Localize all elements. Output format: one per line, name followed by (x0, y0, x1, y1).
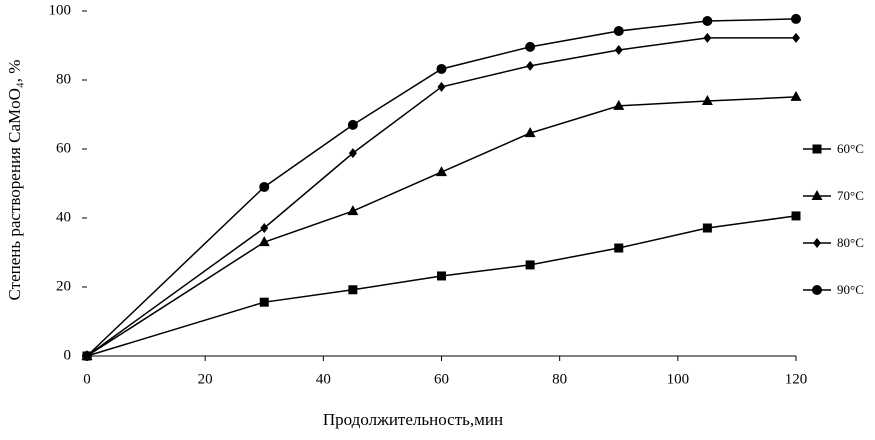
legend-label: 90°C (837, 282, 864, 297)
marker (811, 190, 823, 200)
marker (436, 63, 447, 74)
series-line (86, 18, 797, 357)
y-tick-label: 20 (56, 278, 71, 294)
marker (348, 285, 358, 295)
marker (614, 44, 623, 55)
marker (703, 32, 712, 43)
marker (259, 297, 269, 307)
marker (347, 119, 358, 130)
marker (258, 236, 270, 247)
marker (525, 41, 536, 52)
marker (701, 95, 713, 106)
y-tick-label: 60 (56, 140, 71, 156)
marker (526, 60, 535, 71)
legend-label: 70°C (837, 188, 864, 203)
marker (702, 223, 712, 233)
marker (82, 351, 92, 361)
y-tick-label: 80 (56, 71, 71, 87)
x-axis-title: Продолжительность,мин (323, 410, 503, 429)
series-line (86, 37, 796, 357)
marker (347, 205, 359, 216)
x-tick-label: 0 (83, 371, 91, 387)
marker (260, 223, 269, 234)
marker (525, 260, 535, 270)
marker (791, 211, 801, 221)
series-line (86, 96, 797, 357)
marker (259, 181, 270, 192)
marker (813, 238, 821, 248)
marker (613, 99, 625, 110)
marker (791, 13, 801, 24)
marker (436, 166, 447, 177)
x-tick-label: 20 (198, 371, 213, 387)
marker (524, 127, 536, 138)
series-line (86, 215, 797, 357)
x-tick-label: 100 (667, 371, 690, 387)
marker (702, 16, 713, 27)
marker (812, 144, 822, 154)
marker (792, 32, 800, 43)
y-tick-label: 100 (49, 2, 72, 18)
y-axis-title: Степень растворения CaMoO₄, % (5, 60, 24, 301)
y-tick-label: 40 (56, 209, 71, 225)
marker (437, 271, 446, 281)
x-tick-label: 120 (785, 371, 808, 387)
y-tick-label: 0 (64, 347, 72, 363)
marker (790, 90, 802, 101)
x-tick-label: 60 (434, 371, 449, 387)
marker (437, 81, 446, 92)
x-tick-label: 40 (316, 371, 331, 387)
marker (614, 243, 624, 253)
marker (348, 148, 357, 159)
marker (613, 26, 624, 37)
legend-label: 80°C (837, 235, 864, 250)
marker (812, 285, 822, 295)
x-tick-label: 80 (552, 371, 567, 387)
legend-label: 60°C (837, 141, 864, 156)
